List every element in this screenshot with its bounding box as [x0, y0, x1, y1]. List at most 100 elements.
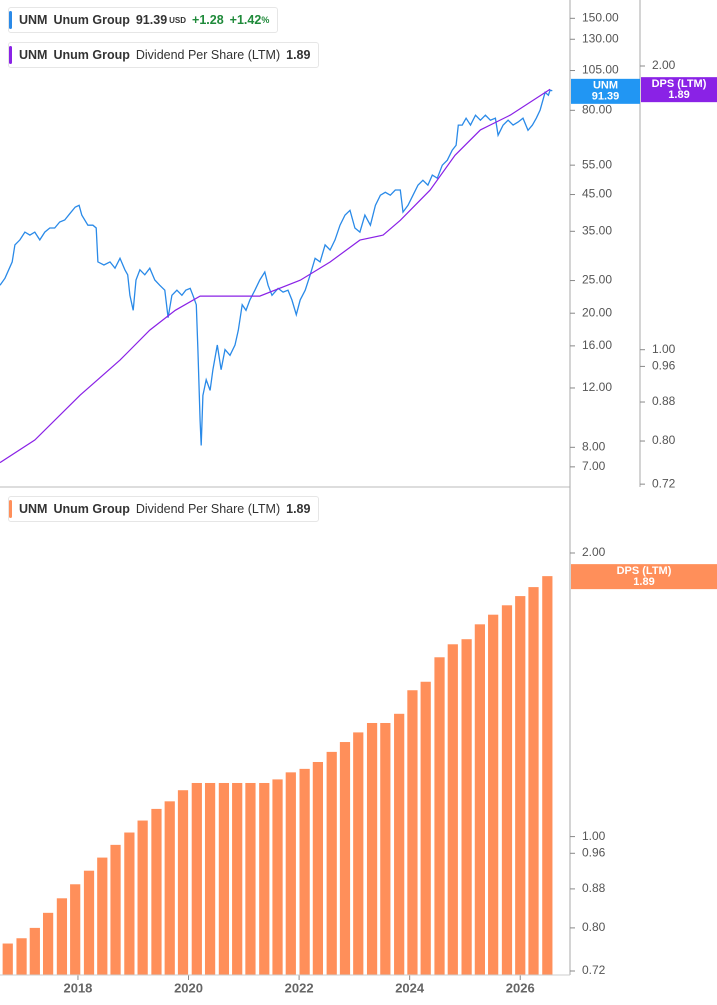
- bar: [124, 832, 135, 975]
- bar: [299, 768, 310, 975]
- series-name: Dividend Per Share (LTM): [135, 502, 281, 516]
- bar: [70, 884, 81, 975]
- symbol: UNM: [19, 502, 48, 516]
- tag-label: DPS (LTM): [617, 565, 672, 577]
- bar: [474, 624, 485, 975]
- y-tick-label: 35.00: [582, 223, 612, 237]
- bar: [29, 927, 40, 975]
- y-tick-label: 105.00: [582, 63, 619, 77]
- bar: [97, 857, 108, 975]
- y-tick-label: 0.96: [652, 359, 676, 373]
- x-tick-label: 2018: [63, 980, 92, 995]
- tag-value: 1.89: [633, 576, 654, 588]
- bar: [272, 779, 283, 975]
- legend-price: UNM Unum Group 91.39 USD +1.28 +1.42 %: [8, 7, 279, 33]
- tag-label: DPS (LTM): [652, 78, 707, 90]
- bar: [407, 690, 418, 975]
- currency: USD: [169, 15, 187, 25]
- y-tick-label: 2.00: [582, 545, 606, 559]
- y-tick-label: 7.00: [582, 459, 606, 473]
- y-tick-label: 0.96: [582, 845, 606, 859]
- y-tick-label: 12.00: [582, 380, 612, 394]
- bar: [312, 761, 324, 975]
- company: Unum Group: [53, 502, 130, 516]
- bar: [83, 870, 95, 975]
- y-tick-label: 0.72: [582, 963, 606, 977]
- bar: [515, 596, 526, 975]
- bar: [380, 722, 391, 975]
- y-tick-label: 25.00: [582, 273, 612, 287]
- series-line: [0, 88, 551, 464]
- y-tick-label: 1.00: [582, 829, 606, 843]
- bar: [218, 782, 230, 975]
- bar: [542, 576, 553, 975]
- y-tick-label: 20.00: [582, 305, 612, 319]
- bar: [353, 732, 364, 975]
- x-tick-label: 2024: [395, 980, 425, 995]
- tag-value: 91.39: [592, 91, 620, 103]
- bar: [204, 782, 216, 975]
- x-tick-label: 2026: [506, 980, 535, 995]
- bar: [339, 742, 351, 975]
- y-tick-label: 0.88: [582, 881, 606, 895]
- x-tick-label: 2022: [285, 980, 314, 995]
- y-tick-label: 8.00: [582, 439, 606, 453]
- tag-label: UNM: [593, 80, 618, 92]
- bar: [164, 801, 175, 975]
- bar: [110, 844, 121, 975]
- company: Unum Group: [53, 13, 130, 27]
- tag-value: 1.89: [668, 89, 689, 101]
- change: +1.28: [192, 13, 224, 27]
- series-line: [0, 89, 553, 446]
- bar: [434, 657, 445, 975]
- y-tick-label: 1.00: [652, 342, 676, 356]
- symbol: UNM: [19, 48, 48, 62]
- bar: [447, 644, 458, 975]
- bar: [501, 605, 513, 975]
- bar: [245, 782, 256, 975]
- y-tick-label: 0.72: [652, 476, 676, 490]
- bar: [528, 587, 539, 975]
- y-tick-label: 0.80: [652, 433, 676, 447]
- y-tick-label: 0.88: [652, 394, 676, 408]
- series-name: Dividend Per Share (LTM): [135, 48, 281, 62]
- y-tick-label: 55.00: [582, 157, 612, 171]
- symbol: UNM: [19, 13, 48, 27]
- y-tick-label: 0.80: [582, 920, 606, 934]
- price: 91.39: [135, 13, 168, 27]
- bar: [232, 782, 243, 975]
- bar: [420, 681, 431, 975]
- x-tick-label: 2020: [174, 980, 203, 995]
- legend-swatch: [9, 46, 12, 64]
- bar: [16, 938, 27, 975]
- bar: [137, 820, 148, 975]
- price-tag: [571, 564, 717, 590]
- price-tag: [641, 77, 717, 103]
- last-value: 1.89: [286, 502, 311, 516]
- change-percent: +1.42: [229, 13, 262, 27]
- y-tick-label: 2.00: [652, 58, 676, 72]
- percent-sign: %: [261, 15, 270, 25]
- y-tick-label: 80.00: [582, 102, 612, 116]
- last-value: 1.89: [286, 48, 311, 62]
- bar: [177, 790, 189, 975]
- bar: [461, 639, 472, 975]
- y-tick-label: 45.00: [582, 187, 612, 201]
- bar: [259, 782, 270, 975]
- bar: [56, 898, 68, 975]
- bar: [151, 808, 162, 975]
- legend-bars: UNM Unum Group Dividend Per Share (LTM) …: [8, 496, 320, 522]
- legend-swatch: [9, 500, 12, 518]
- y-tick-label: 150.00: [582, 10, 619, 24]
- bar: [191, 782, 202, 975]
- company: Unum Group: [53, 48, 130, 62]
- bar: [366, 722, 378, 975]
- bar: [488, 614, 499, 975]
- legend-dps: UNM Unum Group Dividend Per Share (LTM) …: [8, 42, 320, 68]
- y-tick-label: 16.00: [582, 338, 612, 352]
- bar: [394, 713, 405, 975]
- y-tick-label: 130.00: [582, 31, 619, 45]
- bar: [42, 912, 54, 975]
- bar: [2, 943, 13, 975]
